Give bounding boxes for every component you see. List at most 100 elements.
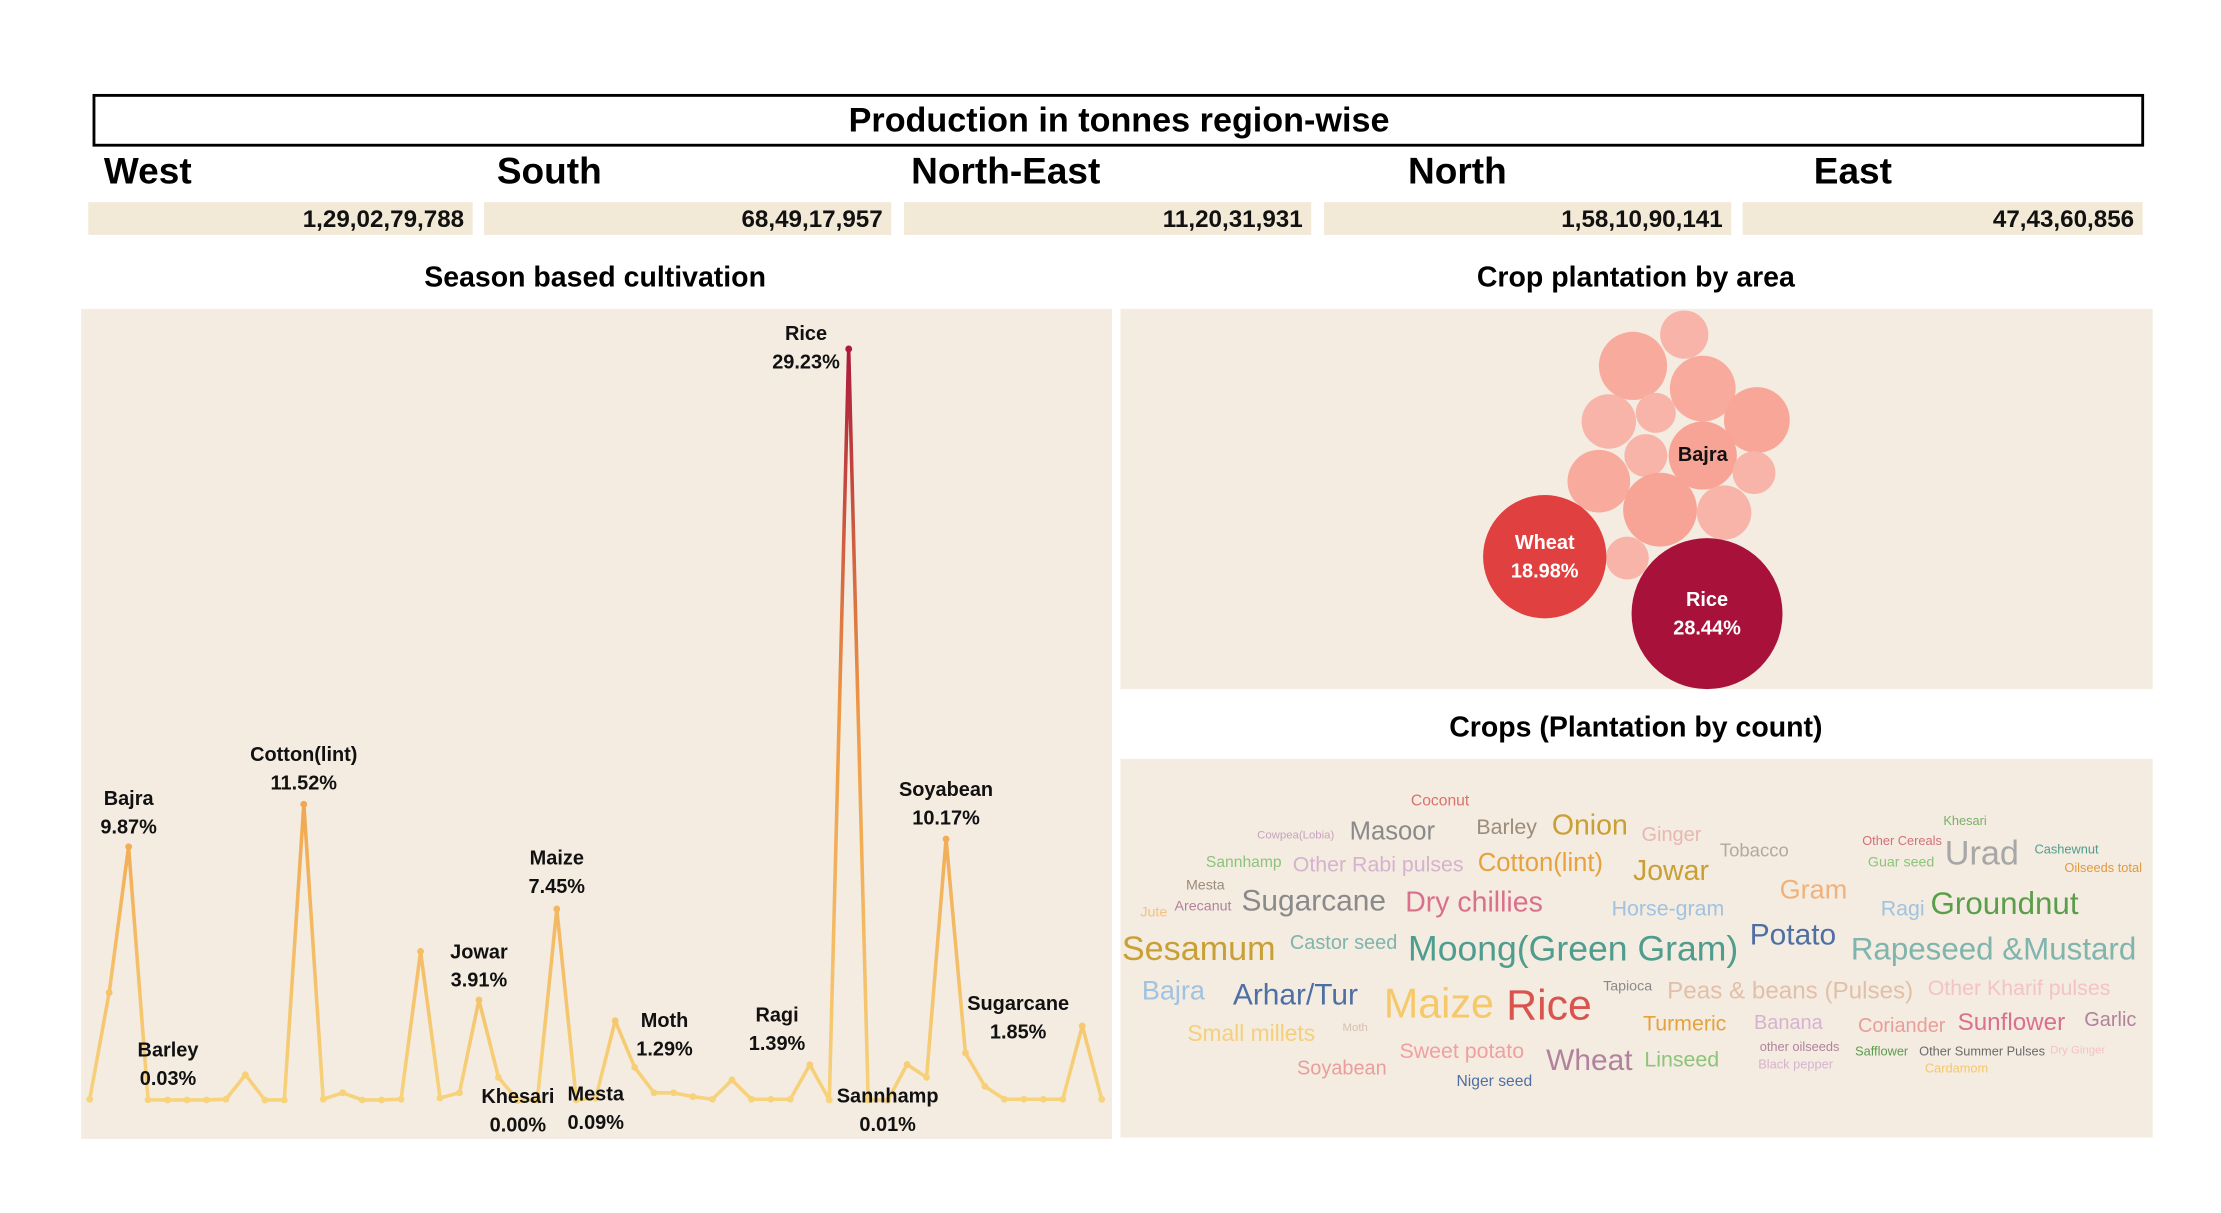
word: Groundnut (1931, 886, 2079, 921)
region-value: 1,29,02,79,788 (303, 206, 464, 233)
region-value-box (904, 202, 1312, 235)
region-name: East (1814, 149, 1892, 191)
point (358, 1096, 366, 1104)
word: Gram (1780, 874, 1848, 904)
data-label-value: 9.87% (100, 817, 157, 839)
point (592, 1094, 600, 1102)
point (222, 1095, 230, 1103)
bubble-label: Rice (1686, 589, 1728, 611)
point (514, 1097, 522, 1104)
data-label-name: Cotton(lint) (250, 744, 357, 766)
word: Ginger (1642, 824, 1702, 846)
word: Other Kharif pulses (1928, 976, 2111, 1000)
word: Moong(Green Gram) (1408, 928, 1738, 968)
word: other oilseeds (1760, 1039, 1840, 1054)
word: Black pepper (1758, 1056, 1833, 1071)
point (417, 947, 424, 955)
word: Other Rabi pulses (1293, 852, 1464, 876)
point (903, 1061, 911, 1068)
word: Banana (1754, 1012, 1824, 1034)
point (533, 1096, 541, 1104)
data-label-value: 1.85% (990, 1021, 1047, 1043)
region-name: North (1408, 149, 1507, 191)
word: Cardamom (1925, 1061, 1988, 1076)
word: Wheat (1546, 1044, 1633, 1077)
point (825, 1096, 833, 1104)
point (319, 1095, 327, 1103)
word: Horse-gram (1612, 896, 1725, 920)
point (670, 1089, 677, 1097)
region-value: 47,43,60,856 (1993, 206, 2134, 233)
point (144, 1096, 152, 1104)
word: Sannhamp (1206, 854, 1282, 871)
point (845, 345, 853, 353)
word: Khesari (1943, 813, 1986, 828)
data-label-value: 10.17% (912, 807, 980, 829)
word: Onion (1552, 810, 1628, 842)
data-label-value: 11.52% (271, 773, 338, 795)
cloud-panel (1120, 758, 2153, 1138)
bubble (1581, 394, 1637, 449)
bubble (1483, 495, 1607, 619)
point (339, 1089, 347, 1097)
chart-title: Crop plantation by area (1477, 262, 1796, 294)
point (86, 1095, 94, 1103)
word: Arhar/Tur (1233, 978, 1358, 1011)
word: Rapeseed &Mustard (1851, 931, 2136, 966)
word: Sweet potato (1400, 1039, 1525, 1063)
point (164, 1096, 171, 1104)
point (689, 1093, 697, 1101)
word: Masoor (1350, 818, 1436, 846)
bubble-value: 28.44% (1673, 618, 1741, 640)
title-box (92, 93, 2145, 147)
region-value-box (1324, 202, 1732, 235)
point (125, 843, 133, 851)
word: Soyabean (1297, 1057, 1387, 1079)
line-panel (81, 308, 1112, 1139)
word: Garlic (2084, 1009, 2136, 1031)
word: Other Cereals (1862, 833, 1942, 848)
bubble (1567, 449, 1631, 513)
bubble (1732, 451, 1776, 495)
point (767, 1095, 775, 1103)
dashboard-title: Production in tonnes region-wise (849, 101, 1390, 139)
chart-title: Crops (Plantation by count) (1449, 711, 1822, 743)
data-label-name: Bajra (104, 788, 155, 810)
word: Linseed (1644, 1047, 1719, 1071)
word: Barley (1476, 815, 1537, 839)
chart-title: Season based cultivation (424, 262, 766, 294)
point (280, 1096, 288, 1104)
point (786, 1095, 794, 1103)
point (709, 1095, 716, 1103)
point (436, 1094, 444, 1102)
point (1078, 1022, 1086, 1030)
word: Cowpea(Lobia) (1257, 830, 1334, 842)
point (397, 1095, 405, 1103)
word: Niger seed (1456, 1073, 1532, 1090)
word: Arecanut (1175, 899, 1232, 915)
region-name: South (497, 149, 602, 191)
word: Ragi (1881, 896, 1925, 920)
word: Guar seed (1868, 855, 1934, 871)
point (261, 1096, 269, 1104)
data-label-value: 1.39% (749, 1033, 806, 1055)
point (962, 1049, 969, 1057)
point (1039, 1095, 1047, 1103)
data-label-value: 3.91% (451, 970, 508, 992)
word: Oilseeds total (2064, 860, 2142, 875)
bubble-value: 18.98% (1511, 561, 1579, 583)
word: Coriander (1858, 1015, 1946, 1037)
point (494, 1073, 502, 1081)
word: Bajra (1142, 975, 1206, 1005)
point (864, 1096, 872, 1104)
data-label-name: Maize (530, 847, 584, 869)
word: Moth (1343, 1022, 1368, 1034)
data-label-value: 29.23% (772, 351, 840, 373)
bubble (1623, 472, 1697, 547)
word: Other Summer Pulses (1919, 1044, 2045, 1059)
data-label-name: Khesari (481, 1086, 554, 1108)
point (241, 1071, 249, 1079)
region-name: North-East (911, 149, 1100, 191)
word: Turmeric (1643, 1012, 1727, 1036)
